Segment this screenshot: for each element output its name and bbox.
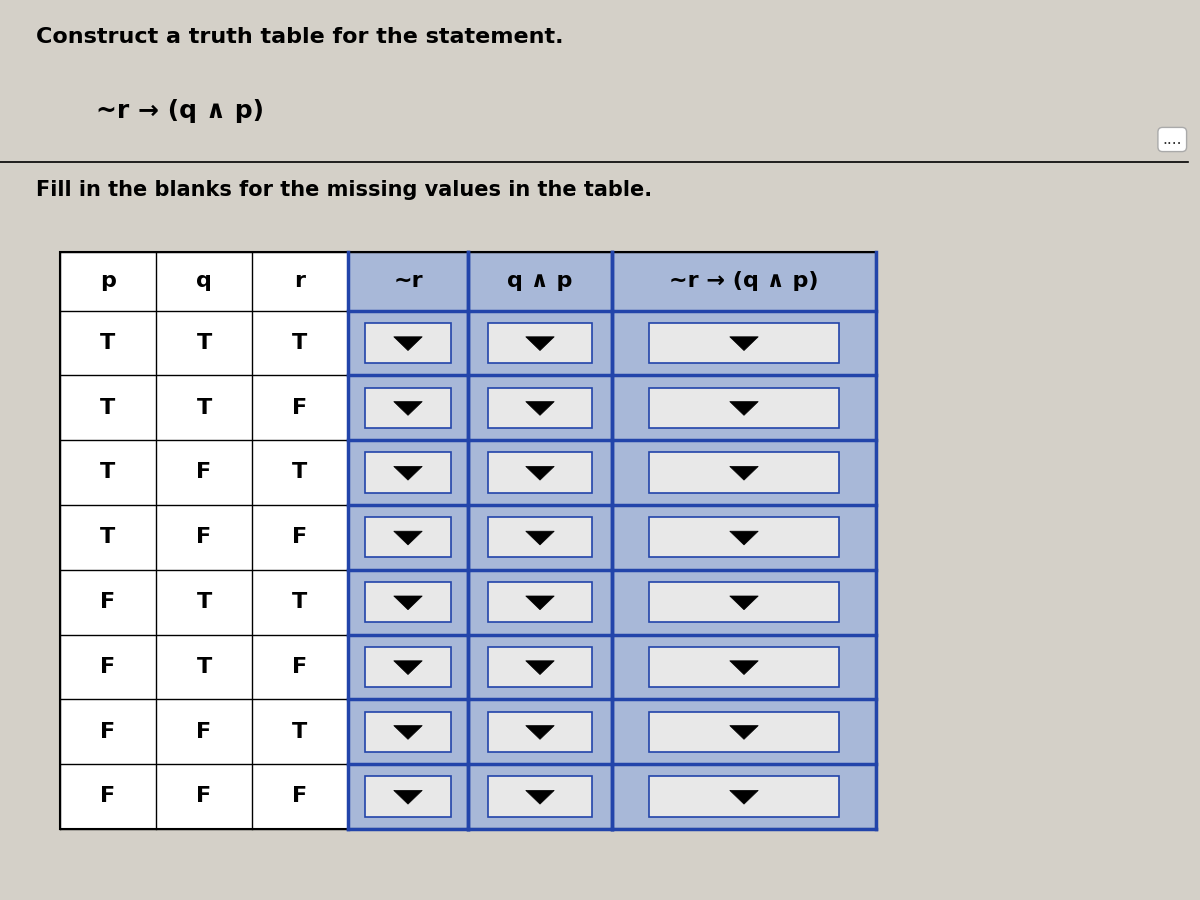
Bar (488, 647, 592, 687)
Bar (60, 252, 876, 829)
Bar (365, 518, 451, 557)
Text: T: T (197, 333, 211, 353)
Text: T: T (101, 527, 115, 547)
Polygon shape (394, 790, 422, 804)
Bar (649, 777, 839, 816)
Bar (365, 647, 451, 687)
Text: T: T (293, 592, 307, 612)
Text: q ∧ p: q ∧ p (508, 271, 572, 292)
Polygon shape (730, 337, 758, 350)
Polygon shape (526, 725, 554, 739)
Bar (488, 712, 592, 751)
Bar (365, 323, 451, 363)
Text: T: T (197, 657, 211, 677)
Text: F: F (293, 398, 307, 418)
Polygon shape (394, 725, 422, 739)
Bar (488, 582, 592, 622)
Bar (365, 777, 451, 816)
Bar (365, 453, 451, 492)
Text: F: F (197, 527, 211, 547)
Bar (649, 582, 839, 622)
Polygon shape (730, 790, 758, 804)
Polygon shape (730, 531, 758, 544)
Text: T: T (101, 463, 115, 482)
Bar (156, 252, 252, 829)
Text: T: T (293, 722, 307, 742)
Bar (649, 712, 839, 751)
Text: ~r → (q ∧ p): ~r → (q ∧ p) (670, 271, 818, 292)
Text: F: F (197, 463, 211, 482)
Bar (488, 323, 592, 363)
Bar (60, 252, 156, 829)
Polygon shape (394, 466, 422, 480)
Bar (488, 777, 592, 816)
Text: T: T (197, 398, 211, 418)
Text: r: r (294, 271, 306, 292)
Bar (649, 388, 839, 427)
Polygon shape (730, 401, 758, 415)
Polygon shape (394, 596, 422, 609)
Bar (365, 388, 451, 427)
Bar (488, 518, 592, 557)
Text: q: q (196, 271, 212, 292)
Text: F: F (101, 592, 115, 612)
Polygon shape (526, 790, 554, 804)
Polygon shape (394, 531, 422, 544)
Text: ....: .... (1163, 132, 1182, 147)
Text: F: F (197, 722, 211, 742)
Polygon shape (730, 596, 758, 609)
Text: T: T (293, 333, 307, 353)
Text: Fill in the blanks for the missing values in the table.: Fill in the blanks for the missing value… (36, 180, 652, 200)
Bar (649, 647, 839, 687)
Text: F: F (293, 527, 307, 547)
Text: Construct a truth table for the statement.: Construct a truth table for the statemen… (36, 27, 564, 47)
Text: F: F (101, 787, 115, 806)
Bar (488, 388, 592, 427)
Polygon shape (526, 337, 554, 350)
Polygon shape (526, 661, 554, 674)
Text: F: F (101, 657, 115, 677)
Text: ~r: ~r (394, 271, 422, 292)
Bar (649, 518, 839, 557)
Text: T: T (101, 333, 115, 353)
Text: F: F (197, 787, 211, 806)
Polygon shape (526, 531, 554, 544)
Polygon shape (526, 596, 554, 609)
Polygon shape (730, 466, 758, 480)
Text: p: p (100, 271, 116, 292)
Polygon shape (394, 401, 422, 415)
Text: T: T (101, 398, 115, 418)
Polygon shape (526, 466, 554, 480)
Bar (612, 252, 876, 829)
Text: F: F (101, 722, 115, 742)
Text: F: F (293, 787, 307, 806)
Bar (365, 712, 451, 751)
Bar (649, 453, 839, 492)
Text: ~r → (q ∧ p): ~r → (q ∧ p) (96, 99, 264, 123)
Text: F: F (293, 657, 307, 677)
Text: T: T (197, 592, 211, 612)
Bar (649, 323, 839, 363)
Bar (468, 252, 612, 829)
Bar (252, 252, 348, 829)
Polygon shape (730, 661, 758, 674)
Polygon shape (526, 401, 554, 415)
Bar (365, 582, 451, 622)
Bar (348, 252, 468, 829)
Bar (488, 453, 592, 492)
Polygon shape (394, 661, 422, 674)
Polygon shape (394, 337, 422, 350)
Text: T: T (293, 463, 307, 482)
Polygon shape (730, 725, 758, 739)
